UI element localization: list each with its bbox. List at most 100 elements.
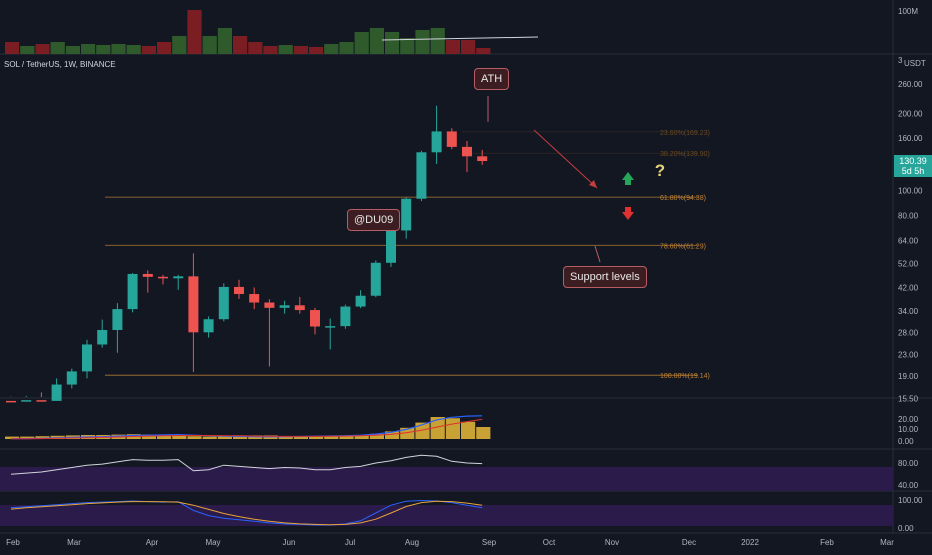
macd-histogram-bar <box>141 434 156 439</box>
time-axis-label: Mar <box>880 538 894 547</box>
volume-bar <box>461 40 476 54</box>
volume-bar <box>35 44 50 54</box>
macd-histogram-bar <box>20 436 35 439</box>
macd-axis-label: 20.00 <box>898 415 919 424</box>
macd-axis-label: 0.00 <box>898 437 914 446</box>
candle-body <box>218 286 229 320</box>
signal-line <box>10 418 483 440</box>
candle-body <box>325 326 336 328</box>
stoch-band <box>0 505 893 526</box>
candle-body <box>97 329 108 345</box>
candle-body <box>188 276 199 333</box>
volume-ma-line <box>381 36 539 41</box>
volume-bar <box>354 32 369 54</box>
time-axis-label: Apr <box>146 538 159 547</box>
price-axis-label: 64.00 <box>898 236 919 245</box>
fib-label: 38.20%(139.90) <box>660 151 710 158</box>
price-axis-label: 52.00 <box>898 260 919 269</box>
candle-body <box>234 286 244 295</box>
macd-histogram-bar <box>461 421 476 439</box>
candle-body <box>158 276 168 279</box>
time-axis-label: Dec <box>682 538 696 547</box>
volume-bar <box>111 44 126 54</box>
macd-histogram-bar <box>233 435 248 439</box>
macd-histogram-bar <box>430 417 445 439</box>
volume-bar <box>81 44 96 54</box>
price-axis-label: 80.00 <box>898 212 919 221</box>
macd-histogram-bar <box>385 431 400 439</box>
volume-bar <box>65 46 80 54</box>
candle-body <box>249 294 260 303</box>
symbol-title[interactable]: SOL / TetherUS, 1W, BINANCE <box>4 60 116 69</box>
fibonacci-levels: 61.80%(94.38) 78.60%(61.29) 100.00%(19.14)… <box>105 130 710 380</box>
time-axis-label: Jul <box>345 538 355 547</box>
macd-histogram-bar <box>309 436 324 439</box>
volume-bar <box>50 42 65 54</box>
candle-body <box>203 319 214 333</box>
candle-body <box>355 295 366 307</box>
time-axis-label: Jun <box>283 538 296 547</box>
volume-bar <box>157 42 172 54</box>
stoch-d-line <box>10 500 483 526</box>
macd-histogram-bar <box>354 435 369 439</box>
candle-body <box>6 400 16 403</box>
candle-body <box>401 198 412 231</box>
fib-label: 78.60%(61.29) <box>660 243 706 250</box>
candle-body <box>431 131 442 153</box>
down-arrow-icon <box>622 207 634 220</box>
volume-bar <box>126 45 141 54</box>
macd-histogram-bar <box>476 427 491 439</box>
time-axis-label: May <box>205 538 220 547</box>
author-badge: @DU09 <box>347 209 401 231</box>
time-axis-label: Mar <box>67 538 81 547</box>
price-axis-label: 34.00 <box>898 307 919 316</box>
rsi-line <box>10 454 483 475</box>
stoch-axis-label: 0.00 <box>898 524 914 533</box>
time-axis-label: Feb <box>6 538 20 547</box>
volume-bar <box>187 10 202 54</box>
time-remaining: 5d 5h <box>901 166 925 176</box>
volume-bar <box>96 45 111 54</box>
fib-label: 100.00%(19.14) <box>660 373 710 380</box>
volume-bar <box>248 42 263 54</box>
trend-arrow-head <box>589 180 597 188</box>
candle-body <box>264 302 275 308</box>
fib-label: 61.80%(94.38) <box>660 195 706 202</box>
candle-body <box>294 305 305 311</box>
time-axis-label: Aug <box>405 538 419 547</box>
macd-axis-label: 10.00 <box>898 425 919 434</box>
candle-body <box>310 310 320 327</box>
rsi-axis-label: 40.00 <box>898 481 919 490</box>
support-callout-line <box>594 245 601 263</box>
up-arrow-icon <box>622 172 634 185</box>
volume-bar <box>202 36 217 54</box>
time-axis-label: Sep <box>482 538 497 547</box>
candle-body <box>279 305 290 308</box>
volume-bar <box>339 42 354 54</box>
price-axis-label: 23.00 <box>898 351 919 360</box>
volume-bar <box>263 46 278 54</box>
volume-bar <box>293 46 308 54</box>
price-axis-label: 42.00 <box>898 283 919 292</box>
ath-badge: ATH <box>474 68 510 90</box>
candle-body <box>36 400 47 402</box>
candle-body <box>142 273 153 277</box>
macd-line <box>10 415 483 440</box>
axes: 260.00 200.00 160.00 100.00 80.00 64.00 52.00 4… <box>6 7 926 547</box>
stoch-axis-label: 100.00 <box>898 496 923 505</box>
stoch-k-line <box>10 499 483 526</box>
time-axis-label: Oct <box>543 538 556 547</box>
volume-bar <box>369 28 384 54</box>
price-axis-label: 100.00 <box>898 187 923 196</box>
macd-histogram-bar <box>278 436 293 439</box>
volume-bar <box>445 40 460 54</box>
candle-body <box>51 384 62 401</box>
rsi-band <box>0 467 893 491</box>
volume-bar <box>141 46 156 54</box>
volume-bar <box>5 42 20 54</box>
volume-bar <box>385 32 400 54</box>
currency-label: USDT <box>904 59 926 68</box>
candle-body <box>340 306 351 327</box>
